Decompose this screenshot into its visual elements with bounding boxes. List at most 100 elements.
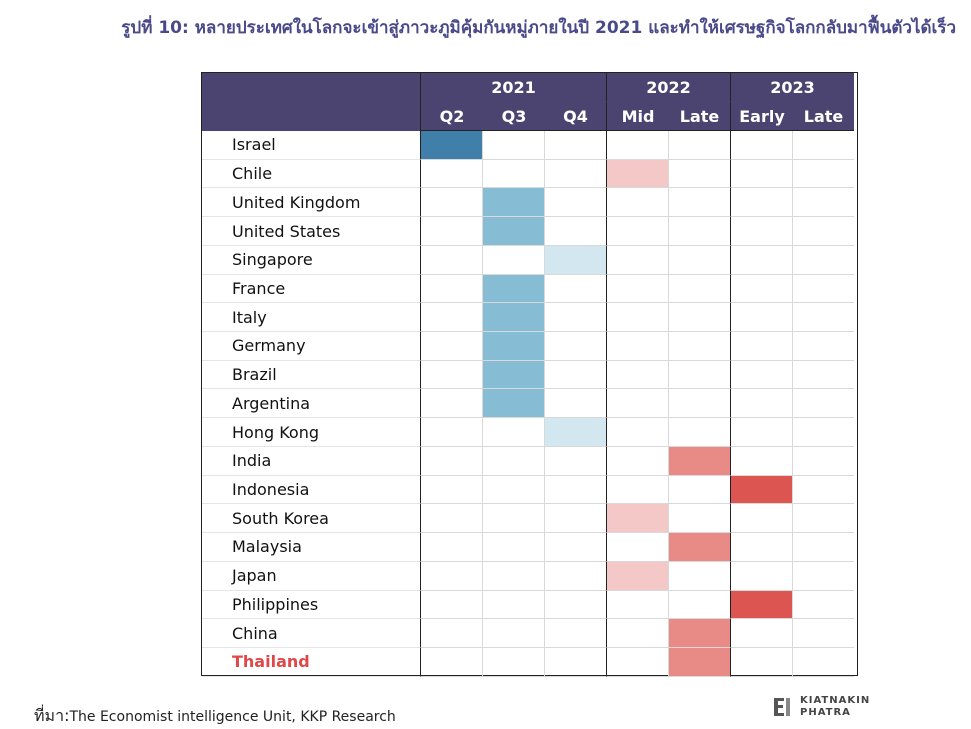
country-label: France [202,274,421,304]
table-cell [545,561,607,591]
table-cell [793,275,854,304]
table-cell [669,159,731,189]
table-cell [793,648,854,677]
table-cell [545,303,607,333]
table-cell [483,446,545,476]
source-note: ที่มา:The Economist intelligence Unit, K… [34,704,396,729]
table-cell [421,389,483,419]
table-cell [421,446,483,476]
table-cell [669,332,731,361]
table-cell [731,159,793,189]
immunity-mark [483,389,545,419]
table-cell [421,245,483,275]
immunity-mark [669,619,731,648]
table-cell [545,590,607,620]
country-label: Singapore [202,245,421,275]
table-cell [545,533,607,562]
table-cell [607,418,669,447]
immunity-mark [483,274,545,304]
table-cell [669,131,731,160]
table-cell [545,619,607,648]
table-cell [793,591,854,620]
table-cell [793,476,854,505]
table-cell [793,332,854,361]
table-cell [421,360,483,390]
country-label: Brazil [202,360,421,390]
table-cell [731,217,793,246]
table-cell [421,647,483,677]
period-header: Q3 [483,102,545,131]
table-cell [793,562,854,591]
immunity-mark [669,647,731,677]
table-cell [607,475,669,505]
source-text: The Economist intelligence Unit, KKP Res… [69,709,396,725]
table-cell [793,303,854,333]
period-header: Q4 [545,102,607,131]
table-cell [607,619,669,648]
table-cell [793,361,854,390]
table-cell [421,418,483,447]
country-label: Chile [202,159,421,189]
table-cell [607,303,669,333]
table-cell [483,131,545,160]
period-header: Early [731,102,793,131]
table-cell [731,647,793,677]
immunity-mark [669,533,731,562]
table-cell [483,159,545,189]
immunity-mark [607,504,669,534]
table-cell [545,475,607,505]
table-cell [669,389,731,419]
year-header: 2022 [607,73,731,102]
immunity-mark [421,131,483,160]
table-cell [731,533,793,562]
table-cell [607,446,669,476]
country-label: China [202,619,421,648]
table-cell [669,590,731,620]
table-cell [607,188,669,218]
table-cell [421,303,483,333]
immunity-mark [545,418,607,447]
table-cell [483,475,545,505]
table-cell [731,303,793,333]
table-cell [793,447,854,476]
immunity-mark [483,332,545,361]
table-cell [607,245,669,275]
table-cell [421,274,483,304]
table-cell [669,217,731,246]
year-header: 2023 [731,73,854,102]
table-cell [607,647,669,677]
table-cell [731,561,793,591]
period-header: Late [669,102,731,131]
country-label: Thailand [202,647,421,677]
table-cell [731,418,793,447]
country-label: Philippines [202,590,421,620]
table-cell [793,533,854,562]
country-label: United Kingdom [202,188,421,218]
table-cell [421,619,483,648]
table-cell [669,303,731,333]
table-cell [607,533,669,562]
country-label: Hong Kong [202,418,421,447]
herd-immunity-timeline-table: 2021 2022 2023 Q2 Q3 Q4 Mid Late Early Late Israel… [201,72,858,677]
table-cell [421,188,483,218]
table-cell [669,418,731,447]
table-cell [483,504,545,534]
country-label: South Korea [202,504,421,534]
chart-title: รูปที่ 10: หลายประเทศในโลกจะเข้าสู่ภาวะภ… [121,18,956,38]
table-cell [607,217,669,246]
table-cell [793,619,854,648]
immunity-mark [483,360,545,390]
immunity-mark [483,303,545,333]
country-label: Malaysia [202,533,421,562]
table-cell [793,217,854,246]
country-label: Japan [202,561,421,591]
table-cell [793,188,854,218]
table-cell [421,504,483,534]
table-cell [545,217,607,246]
logo-line-2: PHATRA [800,707,851,718]
table-cell [545,389,607,419]
table-cell [731,188,793,218]
table-cell [483,418,545,447]
table-cell [545,274,607,304]
table-cell [793,160,854,189]
